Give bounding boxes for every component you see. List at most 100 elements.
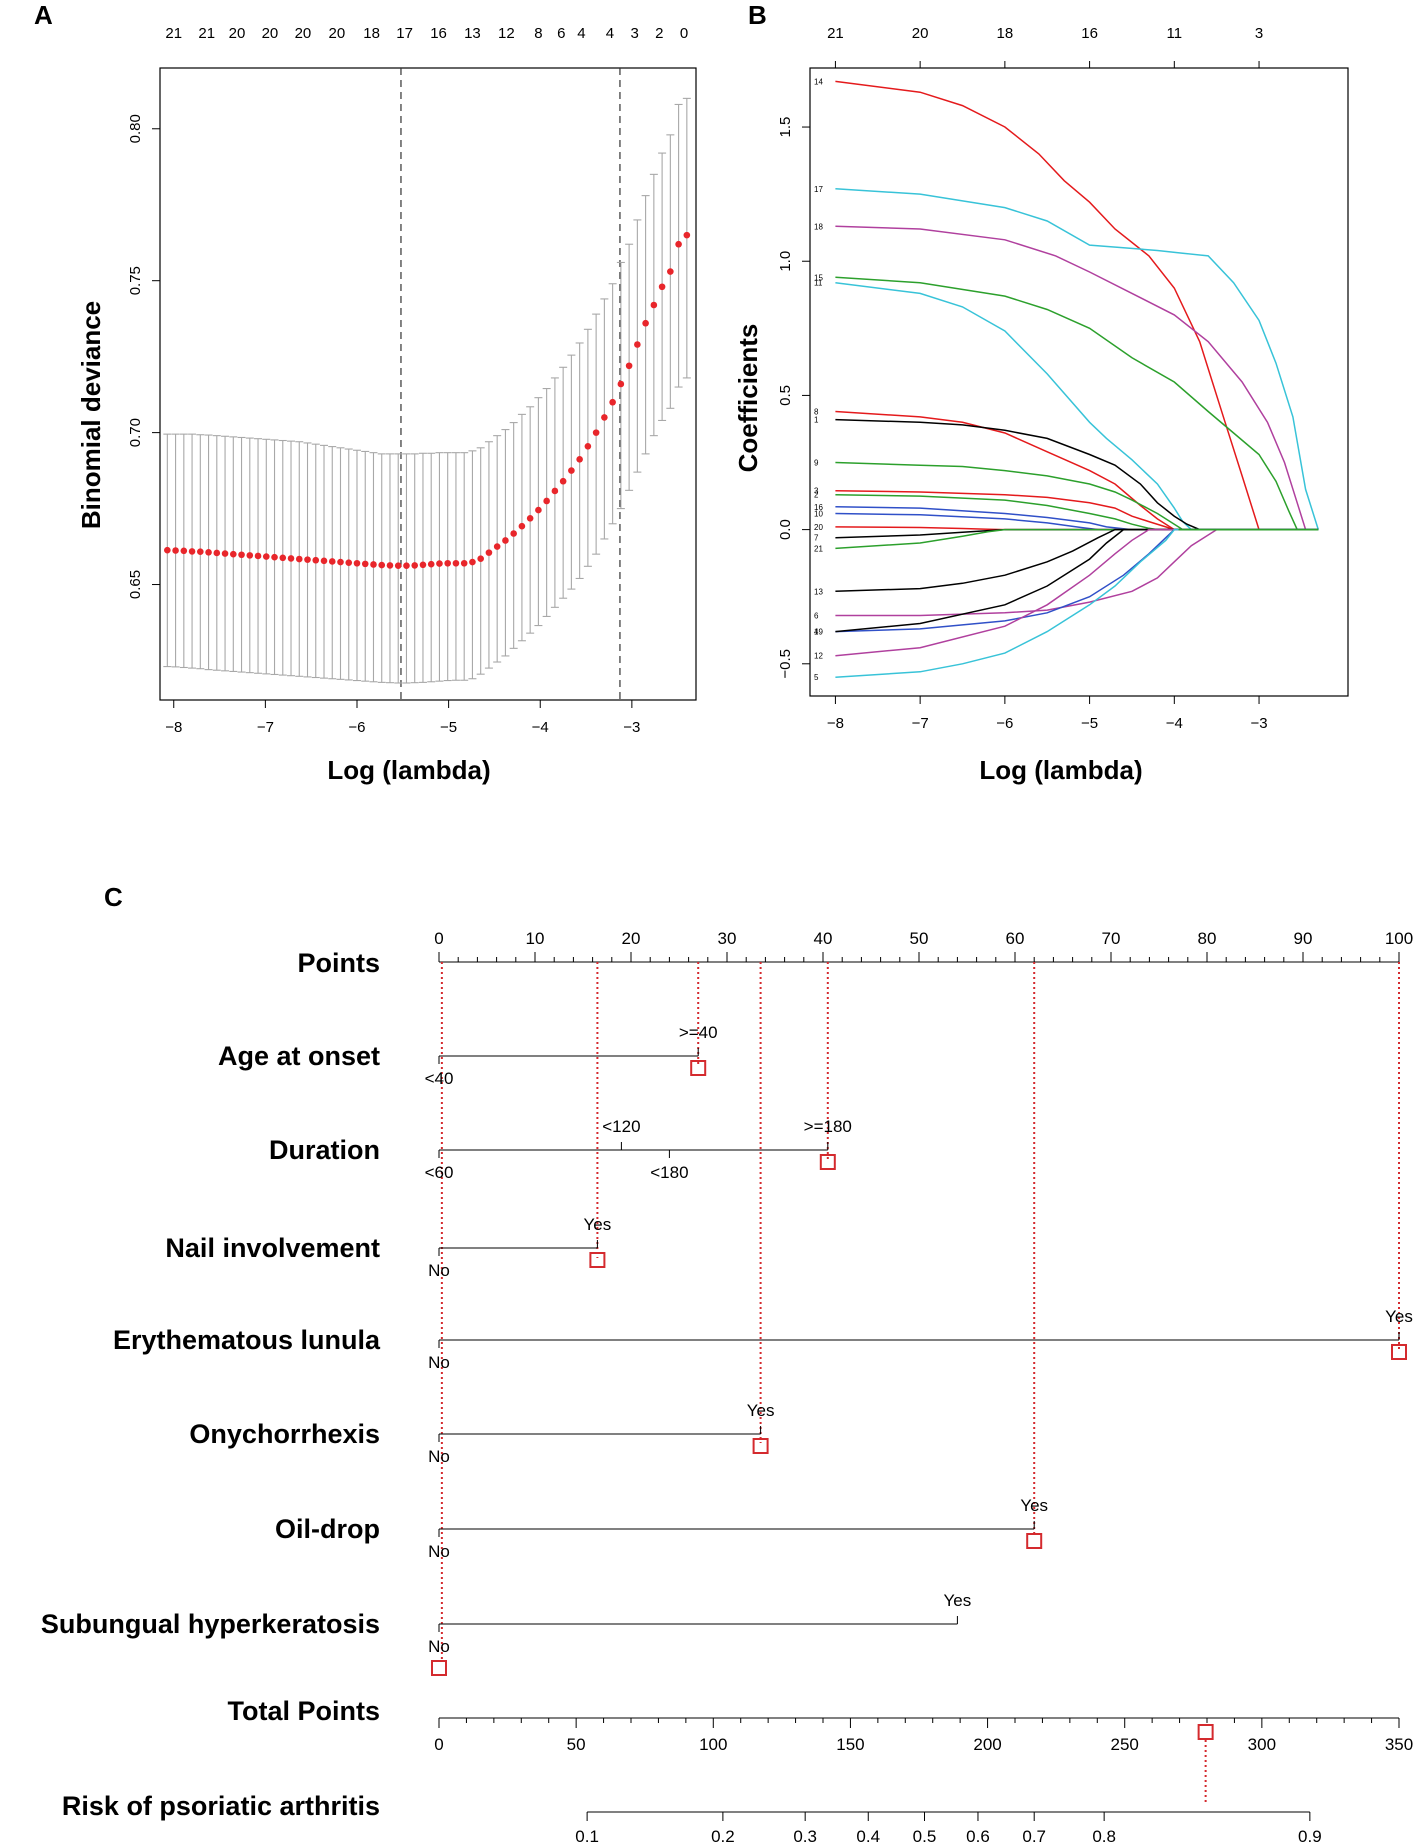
data-point-a <box>543 497 550 505</box>
coef-path-9 <box>835 461 1319 531</box>
selected-level-marker <box>431 1660 447 1676</box>
points-tick-label: 50 <box>910 929 929 948</box>
coef-path-3 <box>835 489 1319 531</box>
data-point-a <box>650 301 658 309</box>
total-points-marker <box>1197 1724 1214 1740</box>
data-point-a <box>683 231 691 239</box>
coef-path-14 <box>835 80 1319 531</box>
data-point-a <box>229 550 237 558</box>
coef-path-15 <box>835 276 1319 531</box>
selected-level-marker <box>819 1154 836 1170</box>
x-axis-title-b: Log (lambda) <box>979 755 1142 785</box>
data-point-a <box>452 559 460 567</box>
coef-path-12 <box>835 528 1319 657</box>
total-points-tick-label: 200 <box>973 1735 1001 1754</box>
data-point-a <box>419 561 427 569</box>
data-point-a <box>370 561 377 568</box>
data-point-a <box>378 561 386 569</box>
top-axis-label-b: 16 <box>1081 25 1098 42</box>
coef-line-label: 14 <box>814 77 823 86</box>
coef-line-label: 21 <box>814 544 823 553</box>
top-axis-label-a: 18 <box>363 25 380 42</box>
top-axis-label-b: 3 <box>1255 25 1263 42</box>
axis-label-total-points: Total Points <box>228 1696 381 1726</box>
top-axis-label-b: 20 <box>912 25 929 42</box>
data-point-a <box>592 429 600 436</box>
level-label: >=40 <box>679 1023 718 1042</box>
panel-label-c: C <box>104 882 123 912</box>
data-point-a <box>444 559 451 567</box>
coef-line-label: 9 <box>814 459 819 468</box>
data-point-a <box>345 559 353 566</box>
risk-tick-label: 0.5 <box>913 1827 937 1844</box>
risk-tick-label: 0.7 <box>1022 1827 1046 1844</box>
coef-path-4 <box>835 528 1319 633</box>
coef-line-label: 5 <box>814 673 819 682</box>
top-axis-label-b: 11 <box>1167 25 1183 42</box>
data-point-a <box>675 240 682 248</box>
level-label: Yes <box>1020 1496 1048 1515</box>
variable-label: Oil-drop <box>275 1514 380 1544</box>
coef-path-21 <box>835 528 1319 550</box>
level-label: No <box>428 1637 450 1656</box>
data-point-a <box>164 546 171 554</box>
top-axis-label-a: 20 <box>295 25 312 42</box>
data-point-a <box>312 556 320 564</box>
data-point-a <box>295 555 303 563</box>
y-axis-title-a: Binomial deviance <box>76 301 106 529</box>
level-label: <40 <box>425 1069 454 1088</box>
data-point-a <box>601 414 608 421</box>
top-axis-label-a: 20 <box>229 25 246 42</box>
y-tick-label-b: 1.5 <box>777 117 794 138</box>
level-label: <180 <box>650 1163 688 1182</box>
data-point-a <box>361 560 369 568</box>
coef-line-label: 13 <box>814 587 823 596</box>
coef-line-label: 19 <box>814 628 823 637</box>
total-points-tick-label: 250 <box>1111 1735 1139 1754</box>
risk-tick-label: 0.2 <box>711 1827 735 1844</box>
coef-path-8 <box>835 410 1319 531</box>
data-point-a <box>493 543 501 550</box>
total-points-tick-label: 50 <box>567 1735 586 1754</box>
axis-label-risk: Risk of psoriatic arthritis <box>62 1791 380 1821</box>
data-point-a <box>642 319 649 327</box>
points-tick-label: 90 <box>1294 929 1313 948</box>
data-point-a <box>213 549 221 557</box>
x-tick-label-b: −3 <box>1250 715 1267 732</box>
data-point-a <box>559 477 567 485</box>
data-point-a <box>485 549 493 556</box>
panel-label-a: A <box>34 0 53 30</box>
x-tick-label-a: −8 <box>165 719 182 736</box>
risk-tick-label: 0.6 <box>966 1827 990 1844</box>
coef-line-label: 18 <box>814 222 823 231</box>
x-tick-label-a: −3 <box>623 719 640 736</box>
points-tick-label: 60 <box>1006 929 1025 948</box>
selected-level-marker <box>1391 1344 1407 1360</box>
points-tick-label: 40 <box>814 929 833 948</box>
coef-path-18 <box>835 225 1319 531</box>
top-axis-label-a: 13 <box>464 25 481 42</box>
coef-path-19 <box>835 528 1319 633</box>
y-tick-label-a: 0.70 <box>127 418 144 447</box>
data-point-a <box>172 547 179 554</box>
total-points-tick-label: 0 <box>434 1735 443 1754</box>
variable-label: Nail involvement <box>165 1233 380 1263</box>
total-points-tick-label: 150 <box>836 1735 864 1754</box>
x-tick-label-a: −7 <box>257 719 274 736</box>
data-point-a <box>254 552 262 560</box>
nomogram-panel-c: Points 0 10 20 30 40 50 60 70 80 90 100 Age at onset… <box>41 929 1413 1844</box>
selected-level-marker <box>589 1252 606 1268</box>
x-tick-label-a: −4 <box>532 719 549 736</box>
data-point-a <box>394 562 402 569</box>
selected-level-marker <box>1026 1533 1043 1549</box>
y-tick-label-a: 0.65 <box>127 570 144 599</box>
data-point-a <box>502 537 509 544</box>
coef-line-label: 2 <box>814 491 819 500</box>
total-points-tick-label: 100 <box>699 1735 727 1754</box>
coef-line-label: 15 <box>814 273 823 282</box>
top-axis-label-a: 12 <box>498 25 515 42</box>
data-point-a <box>246 552 254 559</box>
plot-frame-b <box>809 67 1349 697</box>
level-label: No <box>428 1447 450 1466</box>
